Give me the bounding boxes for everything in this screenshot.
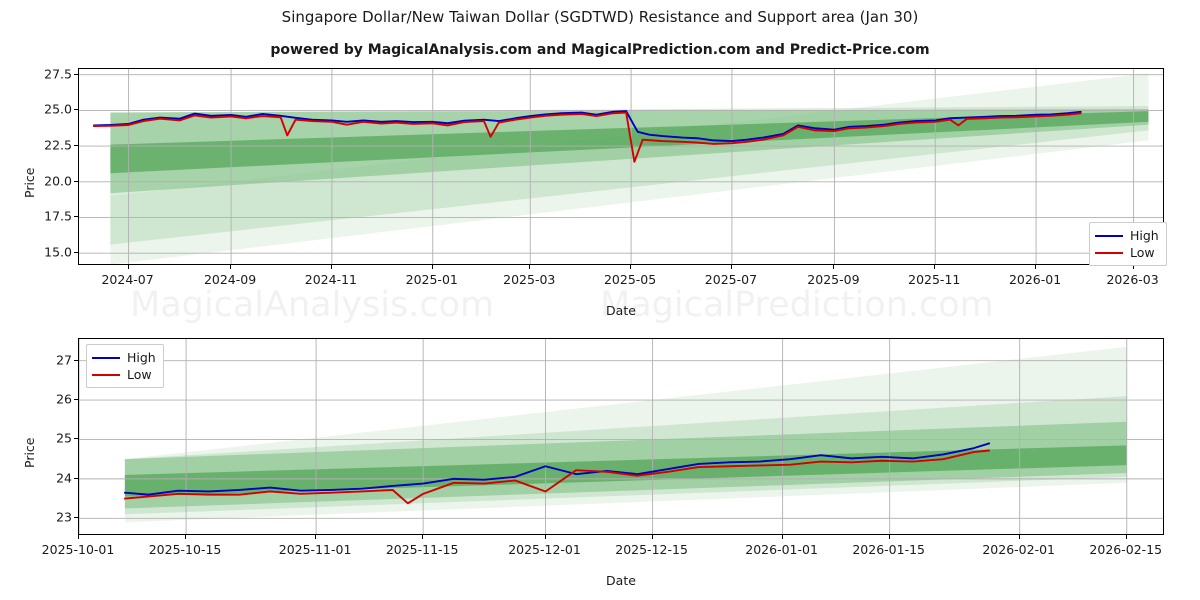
x-tick-mark: [1018, 535, 1020, 539]
y-tick-label: 25: [56, 430, 72, 446]
y-tick-mark: [74, 399, 78, 401]
y-tick-label: 22.5: [44, 137, 72, 153]
y-tick-mark: [74, 180, 78, 182]
legend-swatch-low: [92, 373, 120, 376]
zoom-x-axis-label: Date: [606, 573, 636, 588]
x-tick-label: 2025-12-01: [508, 542, 581, 557]
x-tick-mark: [934, 265, 936, 269]
x-tick-mark: [315, 535, 317, 539]
y-tick-mark: [74, 216, 78, 218]
series-line-low: [92, 111, 1082, 163]
x-tick-label: 2026-01-15: [852, 542, 925, 557]
x-tick-label: 2026-01-01: [745, 542, 818, 557]
legend-swatch-high: [1095, 234, 1123, 237]
x-tick-mark: [544, 535, 546, 539]
x-tick-label: 2026-01: [1008, 272, 1062, 287]
y-tick-label: 25.0: [44, 101, 72, 117]
x-tick-mark: [1125, 535, 1127, 539]
overview-chart-panel: [78, 68, 1164, 265]
overview-x-axis-label: Date: [606, 303, 636, 318]
y-tick-mark: [74, 359, 78, 361]
legend-label-low: Low: [1130, 245, 1155, 260]
x-tick-label: 2026-02-01: [982, 542, 1056, 557]
x-tick-label: 2024-11: [304, 272, 358, 287]
overview-plot-area: [78, 68, 1164, 265]
legend-entry-low: Low: [92, 366, 156, 383]
x-tick-label: 2025-10-01: [41, 542, 115, 557]
y-tick-label: 17.5: [44, 208, 72, 224]
x-tick-mark: [888, 535, 890, 539]
x-tick-mark: [630, 265, 632, 269]
y-tick-label: 24: [56, 470, 72, 486]
x-tick-mark: [185, 535, 187, 539]
support-resistance-band: [110, 111, 1149, 174]
y-tick-label: 27: [56, 352, 72, 368]
y-tick-mark: [74, 73, 78, 75]
zoom-legend: High Low: [86, 344, 164, 388]
x-tick-label: 2025-10-15: [148, 542, 222, 557]
x-tick-label: 2025-11-01: [278, 542, 352, 557]
x-tick-mark: [781, 535, 783, 539]
y-tick-mark: [74, 252, 78, 254]
x-tick-label: 2025-07: [704, 272, 758, 287]
x-tick-label: 2025-03: [503, 272, 556, 287]
legend-label-high: High: [1130, 228, 1159, 243]
x-tick-mark: [730, 265, 732, 269]
x-tick-label: 2025-11-15: [385, 542, 459, 557]
legend-entry-high: High: [1095, 227, 1159, 244]
zoom-chart-panel: [78, 338, 1164, 535]
series-line-low: [123, 449, 991, 505]
x-tick-mark: [651, 535, 653, 539]
y-tick-mark: [74, 145, 78, 147]
x-tick-mark: [230, 265, 232, 269]
series-line-high: [92, 110, 1082, 143]
y-tick-mark: [74, 109, 78, 111]
y-tick-mark: [74, 517, 78, 519]
y-tick-label: 27.5: [44, 66, 72, 82]
y-tick-mark: [74, 477, 78, 479]
y-tick-label: 20.0: [44, 173, 72, 189]
x-tick-label: 2026-03: [1106, 272, 1159, 287]
page-title: Singapore Dollar/New Taiwan Dollar (SGDT…: [281, 8, 919, 26]
legend-label-high: High: [127, 350, 156, 365]
legend-swatch-high: [92, 356, 120, 359]
y-tick-label: 26: [56, 391, 72, 407]
zoom-plot-area: [78, 338, 1164, 535]
grid-lines: [79, 69, 1163, 264]
legend-swatch-low: [1095, 251, 1123, 254]
legend-entry-low: Low: [1095, 244, 1159, 261]
y-tick-mark: [74, 438, 78, 440]
x-tick-label: 2025-11: [908, 272, 961, 287]
x-tick-mark: [127, 265, 129, 269]
grid-lines: [79, 339, 1163, 534]
y-tick-label: 15.0: [44, 244, 72, 260]
page-subtitle: powered by MagicalAnalysis.com and Magic…: [270, 42, 930, 58]
x-tick-mark: [330, 265, 332, 269]
x-tick-mark: [422, 535, 424, 539]
x-tick-mark: [78, 535, 79, 539]
overview-legend: High Low: [1089, 222, 1167, 266]
x-tick-label: 2025-05: [603, 272, 657, 287]
x-tick-mark: [833, 265, 835, 269]
overview-y-axis-label: Price: [22, 167, 37, 199]
x-tick-label: 2024-09: [203, 272, 257, 287]
x-tick-mark: [1035, 265, 1037, 269]
support-resistance-band: [124, 445, 1127, 497]
x-tick-label: 2025-01: [405, 272, 458, 287]
legend-label-low: Low: [127, 367, 152, 382]
x-tick-mark: [529, 265, 531, 269]
x-tick-label: 2024-07: [101, 272, 154, 287]
x-tick-mark: [1132, 265, 1134, 269]
y-tick-label: 23: [56, 509, 72, 525]
x-tick-label: 2026-02-15: [1089, 542, 1163, 557]
x-tick-mark: [431, 265, 433, 269]
series-line-high: [123, 442, 991, 496]
zoom-y-axis-label: Price: [22, 437, 37, 469]
x-tick-label: 2025-09: [807, 272, 860, 287]
legend-entry-high: High: [92, 349, 156, 366]
x-tick-label: 2025-12-15: [615, 542, 688, 557]
